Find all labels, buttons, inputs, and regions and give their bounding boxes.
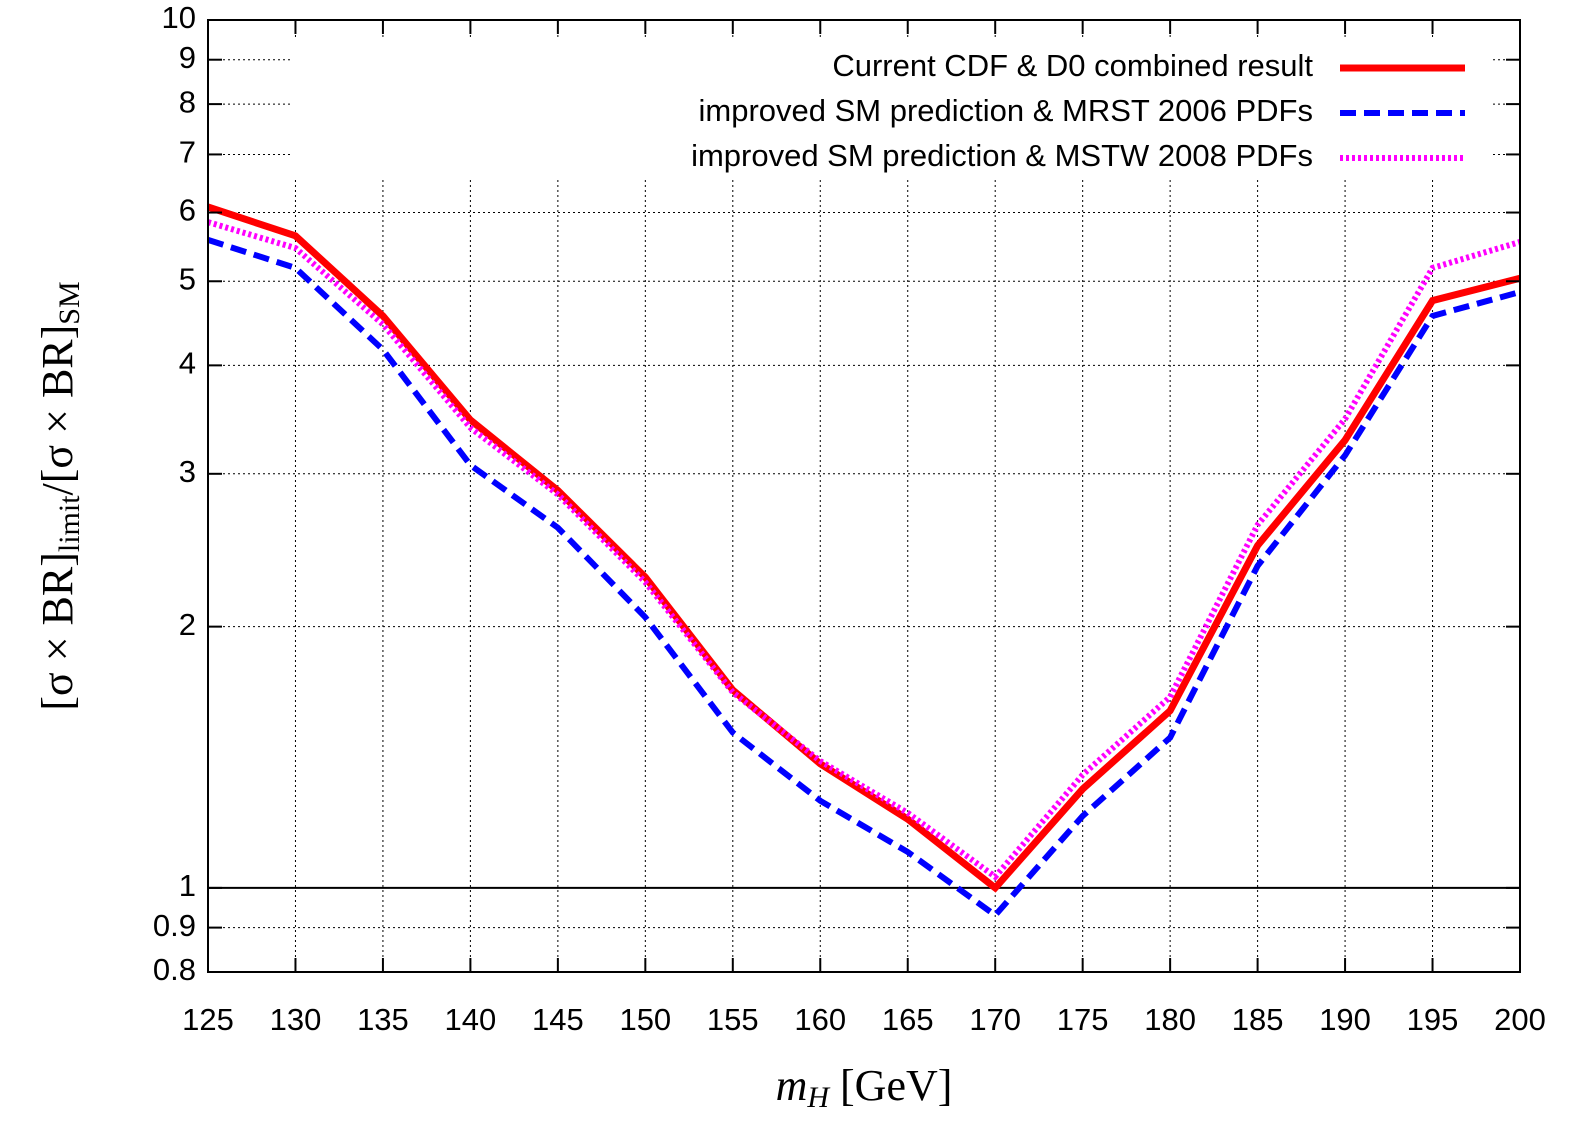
y-tick-label: 5 [179, 261, 196, 296]
x-tick-label: 180 [1144, 1002, 1196, 1037]
y-tick-label: 1 [179, 868, 196, 903]
legend-label: improved SM prediction & MRST 2006 PDFs [699, 93, 1314, 128]
y-tick-label: 8 [179, 84, 196, 119]
x-tick-label: 130 [270, 1002, 322, 1037]
x-tick-label: 145 [532, 1002, 584, 1037]
x-tick-label: 185 [1232, 1002, 1284, 1037]
y-tick-label: 0.9 [153, 908, 196, 943]
x-tick-label: 150 [619, 1002, 671, 1037]
x-tick-label: 165 [882, 1002, 934, 1037]
y-tick-label: 10 [162, 0, 196, 35]
series-line [207, 237, 1521, 920]
x-tick-label: 135 [357, 1002, 409, 1037]
x-tick-label: 125 [182, 1002, 234, 1037]
x-tick-label: 190 [1319, 1002, 1371, 1037]
y-tick-label: 9 [179, 40, 196, 75]
x-tick-label: 155 [707, 1002, 759, 1037]
plot-frame [207, 19, 1521, 973]
legend-background [290, 40, 1490, 180]
legend-label: Current CDF & D0 combined result [832, 48, 1313, 83]
x-tick-label: 175 [1057, 1002, 1109, 1037]
x-tick-label: 160 [794, 1002, 846, 1037]
x-tick-label: 170 [969, 1002, 1021, 1037]
series-line [207, 219, 1521, 881]
x-axis-label: mH [GeV] [776, 1061, 953, 1114]
legend-label: improved SM prediction & MSTW 2008 PDFs [691, 138, 1313, 173]
y-tick-label: 4 [179, 346, 196, 381]
y-tick-label: 3 [179, 454, 196, 489]
y-tick-label: 0.8 [153, 952, 196, 987]
x-tick-label: 195 [1407, 1002, 1459, 1037]
x-tick-label: 140 [445, 1002, 497, 1037]
x-tick-label: 200 [1494, 1002, 1546, 1037]
series-line [206, 203, 1521, 893]
y-axis-label: [σ × BR]limit/[σ × BR]SM [33, 281, 86, 710]
y-tick-label: 6 [179, 193, 196, 228]
y-tick-label: 7 [179, 135, 196, 170]
y-tick-label: 2 [179, 607, 196, 642]
plot [206, 203, 1521, 920]
